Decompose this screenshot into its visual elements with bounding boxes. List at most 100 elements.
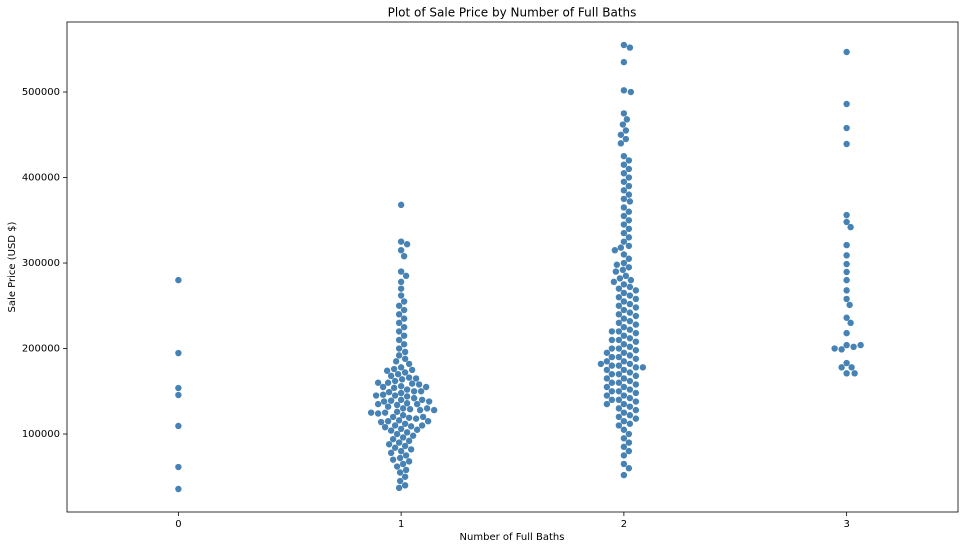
point bbox=[397, 238, 405, 245]
point bbox=[405, 374, 413, 381]
point bbox=[608, 328, 616, 335]
point bbox=[625, 191, 633, 198]
point bbox=[620, 251, 628, 258]
point bbox=[396, 477, 404, 485]
point bbox=[401, 473, 409, 480]
point bbox=[397, 382, 405, 390]
point bbox=[620, 281, 628, 288]
point bbox=[384, 403, 392, 410]
point bbox=[620, 460, 628, 468]
point bbox=[395, 352, 403, 359]
point bbox=[418, 422, 426, 429]
point bbox=[608, 345, 616, 352]
point bbox=[620, 383, 628, 391]
point bbox=[625, 182, 633, 190]
point bbox=[413, 426, 421, 433]
point bbox=[625, 255, 633, 262]
point bbox=[848, 364, 855, 371]
point bbox=[374, 400, 382, 408]
point bbox=[417, 388, 425, 395]
point bbox=[402, 272, 410, 280]
point bbox=[396, 454, 404, 462]
point bbox=[615, 319, 623, 327]
point bbox=[397, 201, 405, 209]
point bbox=[400, 323, 408, 331]
point bbox=[831, 345, 838, 352]
point bbox=[625, 165, 633, 173]
point bbox=[611, 246, 619, 254]
point bbox=[620, 259, 628, 267]
point bbox=[625, 217, 633, 224]
point bbox=[626, 326, 634, 333]
point bbox=[620, 110, 628, 117]
plot-frame bbox=[66, 21, 959, 513]
point bbox=[418, 396, 426, 404]
point bbox=[175, 463, 182, 471]
point bbox=[389, 413, 397, 421]
point bbox=[395, 336, 403, 344]
point bbox=[632, 347, 640, 354]
point bbox=[175, 384, 182, 392]
point bbox=[393, 430, 401, 438]
point bbox=[395, 302, 403, 309]
point bbox=[401, 369, 409, 376]
point bbox=[395, 345, 403, 352]
point bbox=[620, 41, 628, 49]
point bbox=[397, 425, 405, 433]
point bbox=[620, 366, 628, 374]
point bbox=[597, 360, 605, 368]
point bbox=[620, 58, 628, 66]
point bbox=[615, 413, 623, 421]
point bbox=[615, 328, 623, 335]
point bbox=[387, 449, 395, 457]
point bbox=[409, 432, 417, 439]
point bbox=[413, 400, 421, 408]
point bbox=[374, 379, 382, 386]
point bbox=[620, 87, 628, 94]
point bbox=[397, 278, 405, 286]
point bbox=[620, 452, 628, 459]
point bbox=[379, 391, 387, 398]
point bbox=[397, 389, 405, 397]
point bbox=[615, 345, 623, 352]
point bbox=[626, 343, 634, 351]
point bbox=[619, 266, 627, 274]
point bbox=[843, 260, 850, 268]
point bbox=[608, 388, 616, 395]
point bbox=[622, 135, 630, 143]
point bbox=[843, 124, 850, 132]
point bbox=[625, 234, 633, 241]
point bbox=[847, 319, 854, 327]
point bbox=[623, 116, 631, 123]
point bbox=[846, 301, 853, 309]
point bbox=[632, 312, 640, 320]
point bbox=[405, 437, 413, 445]
point bbox=[400, 298, 408, 305]
point bbox=[625, 242, 633, 250]
point bbox=[403, 386, 411, 393]
point bbox=[615, 362, 623, 369]
point bbox=[389, 456, 397, 463]
point bbox=[603, 400, 611, 408]
y-tick-label: 100000 bbox=[22, 429, 60, 440]
point bbox=[625, 157, 633, 164]
point bbox=[615, 379, 623, 386]
point bbox=[416, 406, 424, 414]
point bbox=[632, 364, 640, 371]
point bbox=[620, 349, 628, 356]
point bbox=[384, 417, 392, 425]
point bbox=[407, 446, 415, 453]
point bbox=[175, 485, 182, 493]
point bbox=[843, 100, 850, 108]
point bbox=[620, 161, 628, 168]
point bbox=[615, 311, 623, 318]
point bbox=[387, 427, 395, 434]
point bbox=[613, 261, 621, 268]
point bbox=[620, 187, 628, 194]
point bbox=[424, 417, 432, 425]
point bbox=[399, 460, 407, 468]
point bbox=[615, 302, 623, 309]
y-tick-label: 200000 bbox=[22, 344, 60, 355]
point bbox=[615, 336, 623, 344]
point bbox=[387, 372, 395, 380]
